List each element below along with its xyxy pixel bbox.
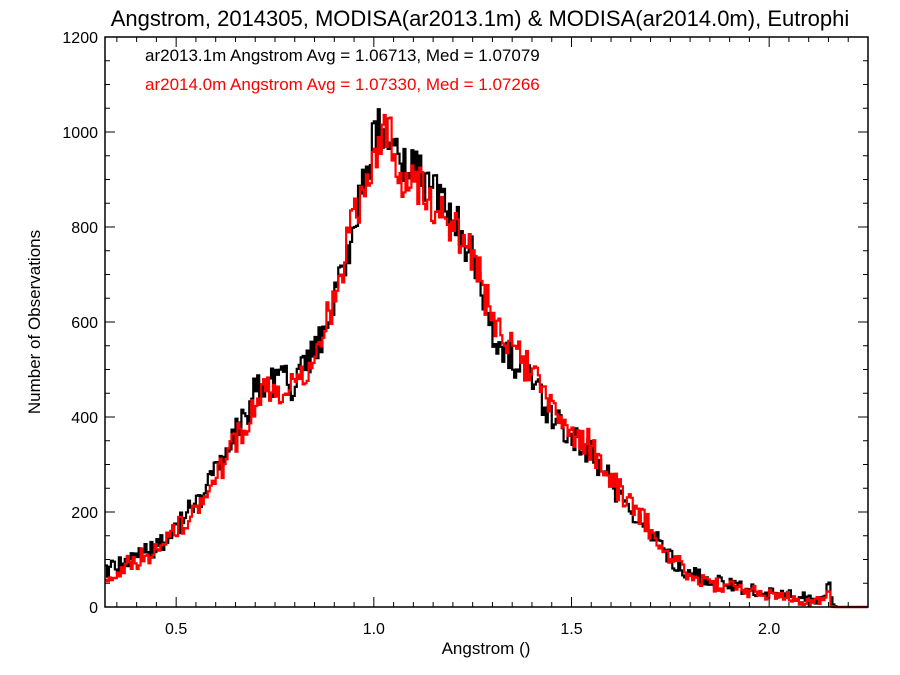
y-tick-label: 200 (71, 505, 98, 522)
y-tick-label: 600 (71, 315, 98, 332)
y-tick-label: 1200 (62, 30, 98, 47)
y-axis-label: Number of Observations (25, 230, 44, 414)
y-tick-label: 400 (71, 410, 98, 427)
plot-frame (104, 36, 869, 608)
y-tick-label: 1000 (62, 125, 98, 142)
y-axis: 0 200 400 600 800 1000 1200 (62, 30, 868, 617)
x-tick-label: 1.5 (560, 621, 582, 638)
chart-title: Angstrom, 2014305, MODISA(ar2013.1m) & M… (111, 6, 850, 31)
x-tick-label: 2.0 (758, 621, 780, 638)
x-axis: 0.5 1.0 1.5 2.0 (116, 37, 869, 638)
series-line-ar2013.1m (105, 108, 868, 609)
legend-entry-ar2014: ar2014.0m Angstrom Avg = 1.07330, Med = … (145, 75, 540, 94)
y-tick-label: 0 (89, 600, 98, 617)
legend: ar2013.1m Angstrom Avg = 1.06713, Med = … (145, 46, 540, 94)
series-group (105, 108, 868, 609)
x-tick-label: 0.5 (165, 621, 187, 638)
y-tick-label: 800 (71, 220, 98, 237)
x-tick-label: 1.0 (363, 621, 385, 638)
series-line-ar2014.0m (105, 113, 868, 609)
x-axis-label: Angstrom () (442, 639, 531, 658)
legend-entry-ar2013: ar2013.1m Angstrom Avg = 1.06713, Med = … (145, 46, 540, 65)
